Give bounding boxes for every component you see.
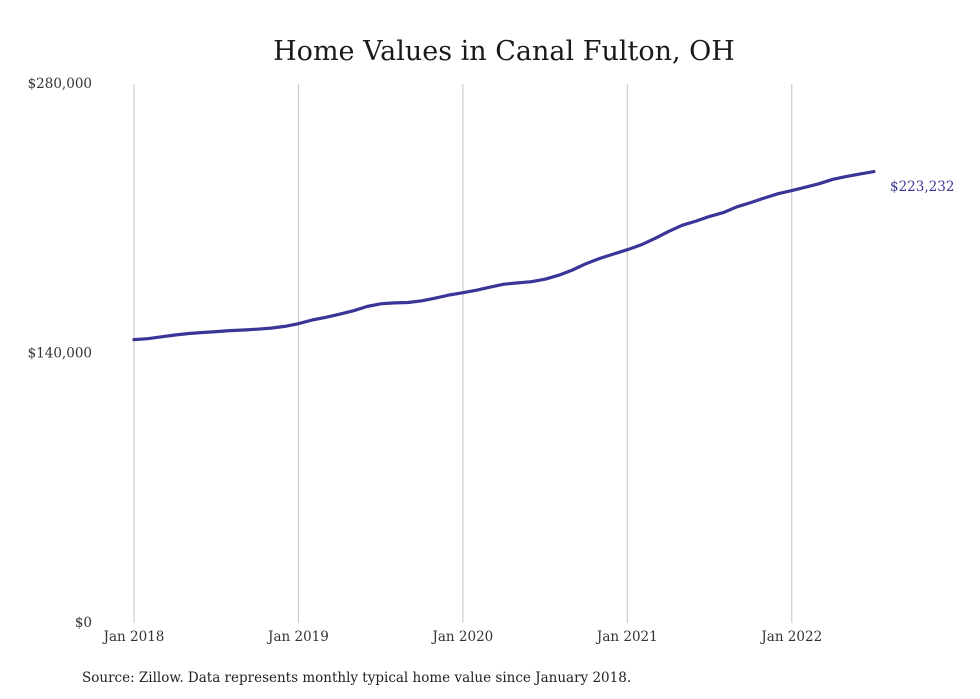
data-point-2019-02 — [311, 319, 314, 322]
data-point-2019-01 — [297, 322, 300, 325]
source-note: Source: Zillow. Data represents monthly … — [82, 670, 631, 686]
data-point-2019-03 — [325, 316, 328, 319]
data-point-2019-11 — [434, 297, 437, 300]
data-point-2021-03 — [653, 237, 656, 240]
y-tick-label: $0 — [75, 615, 92, 631]
data-point-2020-10 — [585, 262, 588, 265]
data-point-2022-02 — [804, 186, 807, 189]
data-point-2018-12 — [283, 325, 286, 328]
data-point-2021-09 — [736, 205, 739, 208]
data-point-2019-05 — [352, 309, 355, 312]
series-group — [132, 170, 876, 342]
series-line — [132, 170, 876, 342]
x-tick-label: Jan 2018 — [102, 629, 165, 645]
data-point-2020-12 — [612, 253, 615, 256]
data-point-2018-04 — [174, 334, 177, 337]
data-point-2018-06 — [201, 331, 204, 334]
data-point-2018-02 — [146, 337, 149, 340]
y-axis-ticks: $0 $140,000 $280,000 — [28, 76, 92, 631]
x-tick-label: Jan 2021 — [595, 629, 658, 645]
data-point-2021-10 — [749, 201, 752, 204]
chart-title: Home Values in Canal Fulton, OH — [273, 36, 735, 67]
data-point-2021-06 — [695, 220, 698, 223]
data-point-2021-12 — [777, 192, 780, 195]
data-point-2022-07 — [873, 170, 876, 173]
data-point-2022-03 — [818, 182, 821, 185]
data-point-2019-09 — [407, 301, 410, 304]
data-point-2021-01 — [626, 248, 629, 251]
x-tick-label: Jan 2020 — [430, 629, 493, 645]
data-point-2019-04 — [338, 313, 341, 316]
y-tick-label: $280,000 — [28, 76, 92, 92]
data-point-2018-08 — [229, 329, 232, 332]
data-point-2021-05 — [681, 224, 684, 227]
data-points — [133, 170, 876, 341]
data-point-2020-07 — [544, 278, 547, 281]
data-point-2019-10 — [420, 299, 423, 302]
data-point-2022-04 — [832, 178, 835, 181]
x-axis-ticks: Jan 2018 Jan 2019 Jan 2020 Jan 2021 Jan 2022 — [102, 629, 823, 645]
data-point-2020-03 — [489, 286, 492, 289]
y-tick-label: $140,000 — [28, 346, 92, 362]
end-value-label: $223,232 — [890, 179, 954, 195]
data-point-2020-02 — [475, 289, 478, 292]
data-point-2020-04 — [503, 283, 506, 286]
data-point-2021-02 — [640, 244, 643, 247]
data-point-2020-05 — [516, 282, 519, 285]
data-point-2019-12 — [448, 294, 451, 297]
vertical-gridlines — [133, 84, 793, 623]
data-point-2018-03 — [160, 335, 163, 338]
x-tick-label: Jan 2022 — [759, 629, 822, 645]
data-point-2019-07 — [379, 302, 382, 305]
data-point-2020-08 — [557, 274, 560, 277]
data-point-2020-01 — [462, 291, 465, 294]
data-point-2018-09 — [242, 329, 245, 332]
data-point-2021-08 — [722, 211, 725, 214]
x-tick-label: Jan 2019 — [266, 629, 329, 645]
data-point-2020-09 — [571, 269, 574, 272]
data-point-2018-01 — [133, 338, 136, 341]
data-point-2022-05 — [845, 175, 848, 178]
data-point-2021-11 — [763, 197, 766, 200]
data-point-2018-11 — [270, 327, 273, 330]
data-point-2022-06 — [859, 173, 862, 176]
data-point-2018-10 — [256, 328, 259, 331]
data-point-2021-07 — [708, 215, 711, 218]
data-point-2021-04 — [667, 230, 670, 233]
data-point-2020-06 — [530, 280, 533, 283]
data-point-2020-11 — [599, 257, 602, 260]
data-point-2018-05 — [187, 332, 190, 335]
data-point-2019-08 — [393, 302, 396, 305]
data-point-2022-01 — [790, 189, 793, 192]
data-point-2019-06 — [366, 305, 369, 308]
data-point-2018-07 — [215, 330, 218, 333]
